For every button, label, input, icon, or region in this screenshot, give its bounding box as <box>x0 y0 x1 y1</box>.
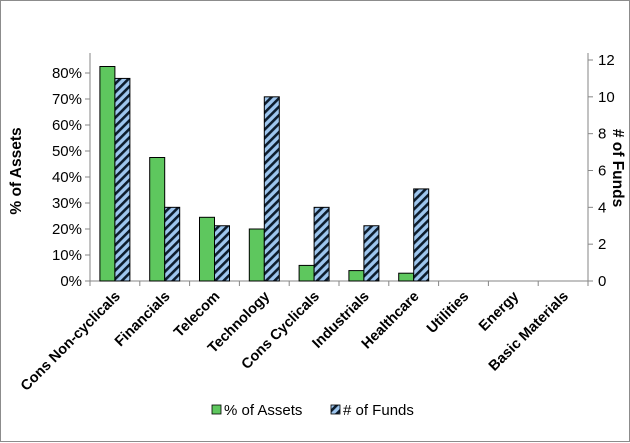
y-tick-label: 20% <box>52 221 82 238</box>
x-category-label: Telecom <box>171 289 223 341</box>
bar-funds <box>363 225 380 282</box>
bar-assets <box>99 66 116 282</box>
y2-tick-label: 4 <box>598 199 606 216</box>
y-tick-label: 60% <box>52 117 82 134</box>
y2-tick-label: 6 <box>598 163 606 180</box>
bar-funds <box>313 206 330 282</box>
bar-assets <box>149 157 166 282</box>
bar-funds <box>263 96 280 282</box>
bar-assets <box>348 270 365 282</box>
bar-assets <box>248 228 265 282</box>
legend-swatch-assets <box>211 404 222 415</box>
y-tick-label: 80% <box>52 65 82 82</box>
y2-tick-label: 8 <box>598 126 606 143</box>
bar-assets <box>199 216 215 282</box>
x-category-label: Cons Non-cyclicals <box>18 289 124 395</box>
y-tick-label: 50% <box>52 143 82 160</box>
y-tick-label: 0% <box>60 273 82 290</box>
y2-tick-label: 2 <box>598 236 606 253</box>
bar-funds <box>413 188 430 282</box>
y2-tick-label: 12 <box>598 52 615 69</box>
bar-funds <box>114 77 131 282</box>
bars <box>99 66 430 282</box>
bar-assets <box>298 264 315 282</box>
y-tick-label: 30% <box>52 195 82 212</box>
y-tick-label: 40% <box>52 169 82 186</box>
legend-swatch-funds <box>330 404 341 415</box>
y2-tick-label: 0 <box>598 273 606 290</box>
bar-funds <box>214 225 230 282</box>
legend-label-assets: % of Assets <box>224 402 302 419</box>
y2-axis-title: # of Funds <box>609 129 626 207</box>
bar-funds <box>164 206 181 282</box>
y2-tick-label: 10 <box>598 89 615 106</box>
bar-assets <box>398 272 415 282</box>
legend-label-funds: # of Funds <box>343 402 414 419</box>
y-tick-label: 70% <box>52 91 82 108</box>
x-category-label: Utilities <box>424 289 472 337</box>
y-tick-label: 10% <box>52 247 82 264</box>
y-axis-title: % of Assets <box>8 127 25 214</box>
legend: % of Assets # of Funds <box>211 402 414 419</box>
x-category-label: Energy <box>476 289 522 335</box>
